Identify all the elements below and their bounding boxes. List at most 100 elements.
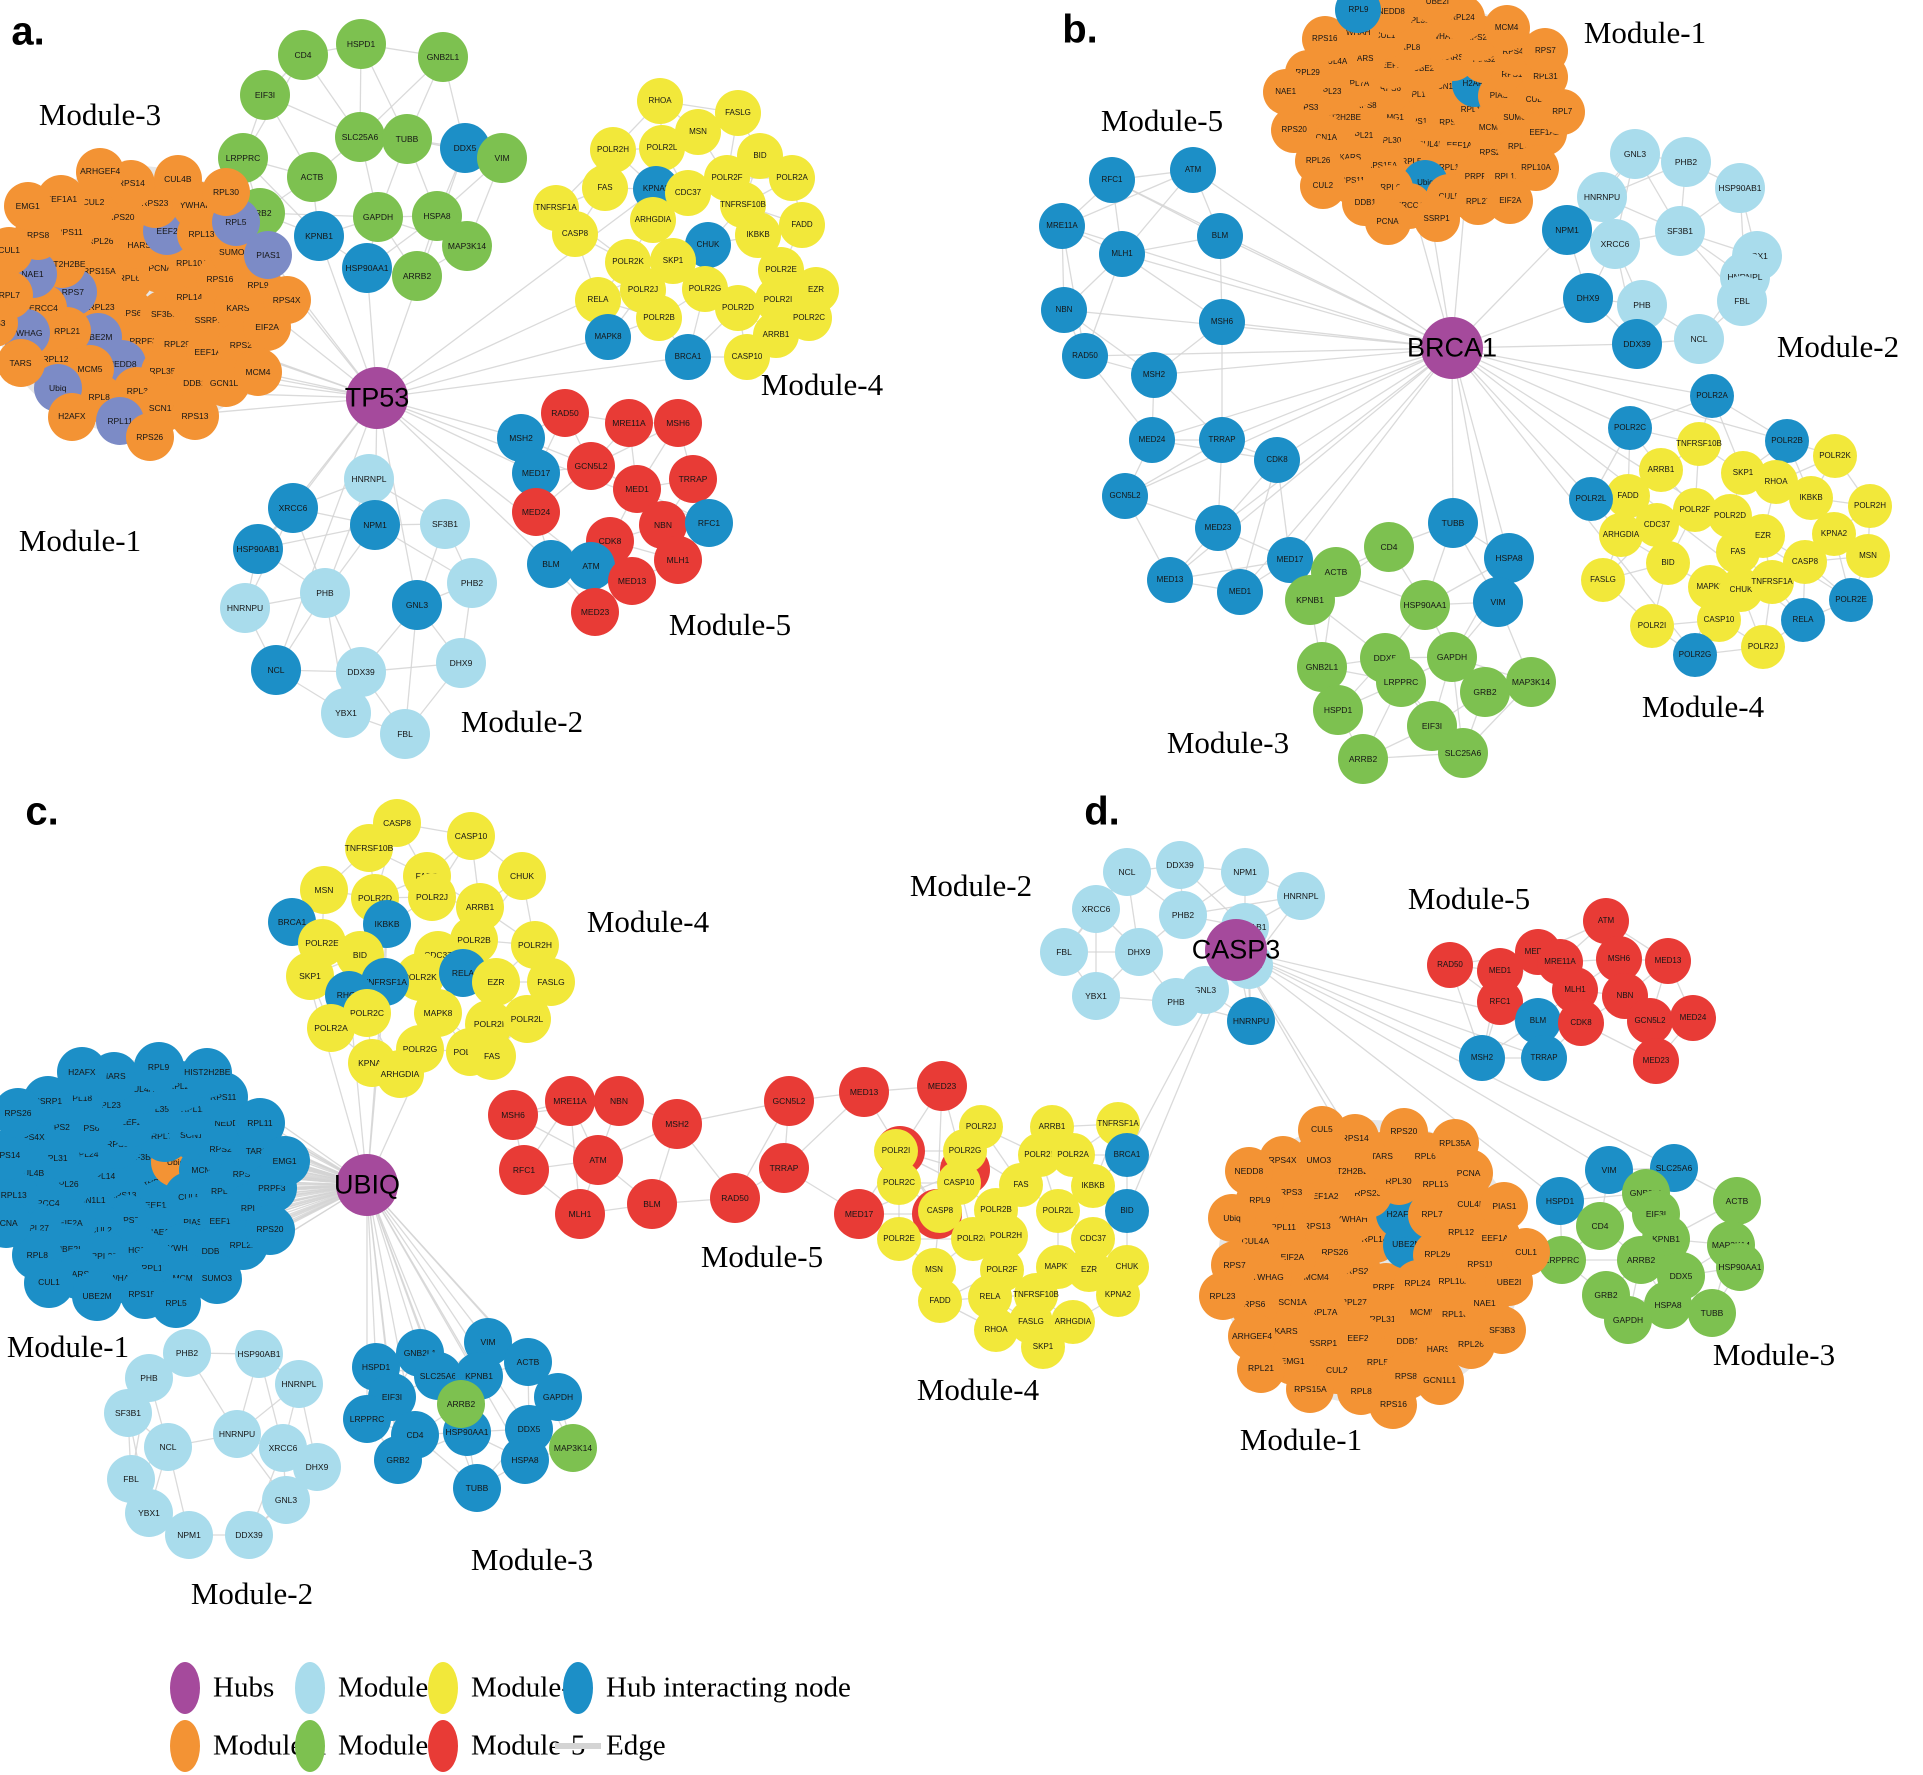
gene-node-sf3b1: SF3B1 (420, 499, 470, 549)
gene-node-grb2: GRB2 (1460, 667, 1510, 717)
module-label: Module-5 (700, 1239, 824, 1274)
gene-node-msh6: MSH6 (1199, 299, 1245, 345)
gene-node-phb2: PHB2 (1661, 137, 1711, 187)
gene-node-cul2: CUL2 (1299, 163, 1346, 209)
gene-node-mcm4: MCM4 (234, 348, 283, 397)
gene-node-rps4x: RPS4X (262, 276, 311, 325)
hub-label: CASP3 (1191, 934, 1281, 965)
edge (1221, 321, 1453, 349)
gene-node-chuk: CHUK (498, 852, 546, 900)
gene-node-mlh1: MLH1 (1099, 231, 1145, 277)
gene-node-cdk8: CDK8 (1558, 1000, 1604, 1046)
edge (1153, 347, 1453, 376)
gene-node-rpl5: RPL5 (151, 1277, 202, 1328)
hub-node-tp53 (346, 367, 408, 429)
gene-node-rpl7: RPL7 (1539, 89, 1586, 136)
gene-node-nbn: NBN (1041, 287, 1087, 333)
gene-node-gcn1l1: GCN1L1 (1415, 1356, 1464, 1405)
gene-node-h2afx: H2AFX (47, 392, 96, 441)
gene-node-ybx1: YBX1 (1072, 972, 1120, 1020)
gene-node-faslg: FASLG (1581, 558, 1625, 602)
gene-node-hsp90aa1: HSP90AA1 (1716, 1243, 1764, 1291)
gene-node-rad50: RAD50 (1427, 942, 1473, 988)
edge (1289, 347, 1453, 561)
edge (1221, 347, 1453, 441)
gene-node-cul1: CUL1 (24, 1257, 74, 1308)
gene-node-fbl: FBL (1717, 276, 1767, 326)
gene-node-hsp90aa1: HSP90AA1 (342, 243, 392, 293)
gene-node-map3k14: MAP3K14 (549, 1424, 597, 1472)
gene-node-gnl3: GNL3 (1610, 129, 1660, 179)
gene-node-med23: MED23 (571, 588, 619, 636)
gene-node-med23: MED23 (1195, 505, 1241, 551)
panel-letter-c: c. (25, 789, 59, 834)
gene-node-slc25a6: SLC25A6 (1438, 728, 1488, 778)
gene-node-dhx9: DHX9 (436, 638, 486, 688)
gene-node-rps7: RPS7 (1522, 28, 1569, 75)
gene-node-med24: MED24 (1670, 995, 1716, 1041)
gene-node-rfc1: RFC1 (1089, 157, 1135, 203)
gene-node-rps26: RPS26 (125, 412, 174, 461)
gene-node-msh6: MSH6 (488, 1090, 538, 1140)
gene-node-polr2l: POLR2L (639, 125, 685, 171)
gene-node-kpna2: KPNA2 (1096, 1273, 1140, 1317)
gene-node-rfc1: RFC1 (685, 499, 733, 547)
gene-node-hnrnpu: HNRNPU (213, 1410, 261, 1458)
gene-node-polr2a: POLR2A (1690, 374, 1734, 418)
gene-node-npm1: NPM1 (165, 1511, 213, 1559)
gene-node-trrap: TRRAP (1521, 1035, 1567, 1081)
gene-node-fas: FAS (1716, 530, 1760, 574)
hub-label: BRCA1 (1406, 332, 1498, 363)
gene-node-polr2h: POLR2H (1848, 484, 1892, 528)
edge (1451, 347, 1631, 429)
edge (376, 356, 689, 399)
gene-node-tnfrsf10b: TNFRSF10B (1676, 422, 1722, 466)
edge (1121, 253, 1453, 349)
gene-node-gcn5l2: GCN5L2 (764, 1076, 814, 1126)
gene-node-polr2b: POLR2B (636, 295, 682, 341)
gene-node-pias1: PIAS1 (244, 231, 293, 280)
gene-node-fas: FAS (582, 165, 628, 211)
gene-node-polr2e: POLR2E (877, 1217, 921, 1261)
gene-node-casp10: CASP10 (724, 334, 770, 380)
gene-node-polr2g: POLR2G (1673, 633, 1717, 677)
gene-node-gcn5l2: GCN5L2 (1102, 473, 1148, 519)
gene-node-xrcc6: XRCC6 (1590, 219, 1640, 269)
gene-node-gnb2l1: GNB2L1 (1297, 642, 1347, 692)
gene-node-polr2i: POLR2I (1630, 604, 1674, 648)
gene-node-med24: MED24 (1129, 417, 1175, 463)
gene-node-tubb: TUBB (453, 1464, 501, 1512)
gene-node-rhoa: RHOA (637, 78, 683, 124)
edge (1276, 347, 1453, 461)
legend-swatch-module-5 (428, 1720, 458, 1772)
gene-node-ube2m: UBE2M (72, 1271, 123, 1322)
module-label: Module-1 (1583, 15, 1707, 50)
gene-node-hspa8: HSPA8 (1484, 533, 1534, 583)
gene-node-gapdh: GAPDH (1604, 1296, 1652, 1344)
gene-node-pcna: PCNA (1364, 198, 1411, 245)
edge (376, 336, 609, 399)
gene-node-hspa8: HSPA8 (1644, 1281, 1692, 1329)
module-label: Module-1 (1239, 1422, 1363, 1457)
gene-node-blm: BLM (1197, 213, 1243, 259)
gene-node-gapdh: GAPDH (353, 192, 403, 242)
gene-node-rps13: RPS13 (170, 392, 219, 441)
legend-swatch-module-2 (295, 1662, 325, 1714)
legend-swatch-module-3 (295, 1720, 325, 1772)
hub-node-casp3 (1205, 919, 1267, 981)
gene-node-mre11a: MRE11A (1039, 203, 1085, 249)
gene-node-mcm4: MCM4 (1483, 4, 1530, 51)
gene-node-polr2j: POLR2J (1741, 625, 1785, 669)
gene-node-rpl21: RPL21 (1236, 1344, 1285, 1393)
edge (1084, 347, 1453, 357)
gene-node-fadd: FADD (918, 1279, 962, 1323)
gene-node-pias1: PIAS1 (1480, 1182, 1529, 1231)
gene-node-nbn: NBN (594, 1076, 644, 1126)
gene-node-arhgdia: ARHGDIA (1599, 513, 1643, 557)
gene-node-casp10: CASP10 (447, 812, 495, 860)
gene-node-trrap: TRRAP (759, 1143, 809, 1193)
gene-node-npm1: NPM1 (1221, 848, 1269, 896)
gene-node-hsp90ab1: HSP90AB1 (233, 524, 283, 574)
gene-node-map3k14: MAP3K14 (1506, 657, 1556, 707)
gene-node-rps20: RPS20 (1379, 1107, 1428, 1156)
